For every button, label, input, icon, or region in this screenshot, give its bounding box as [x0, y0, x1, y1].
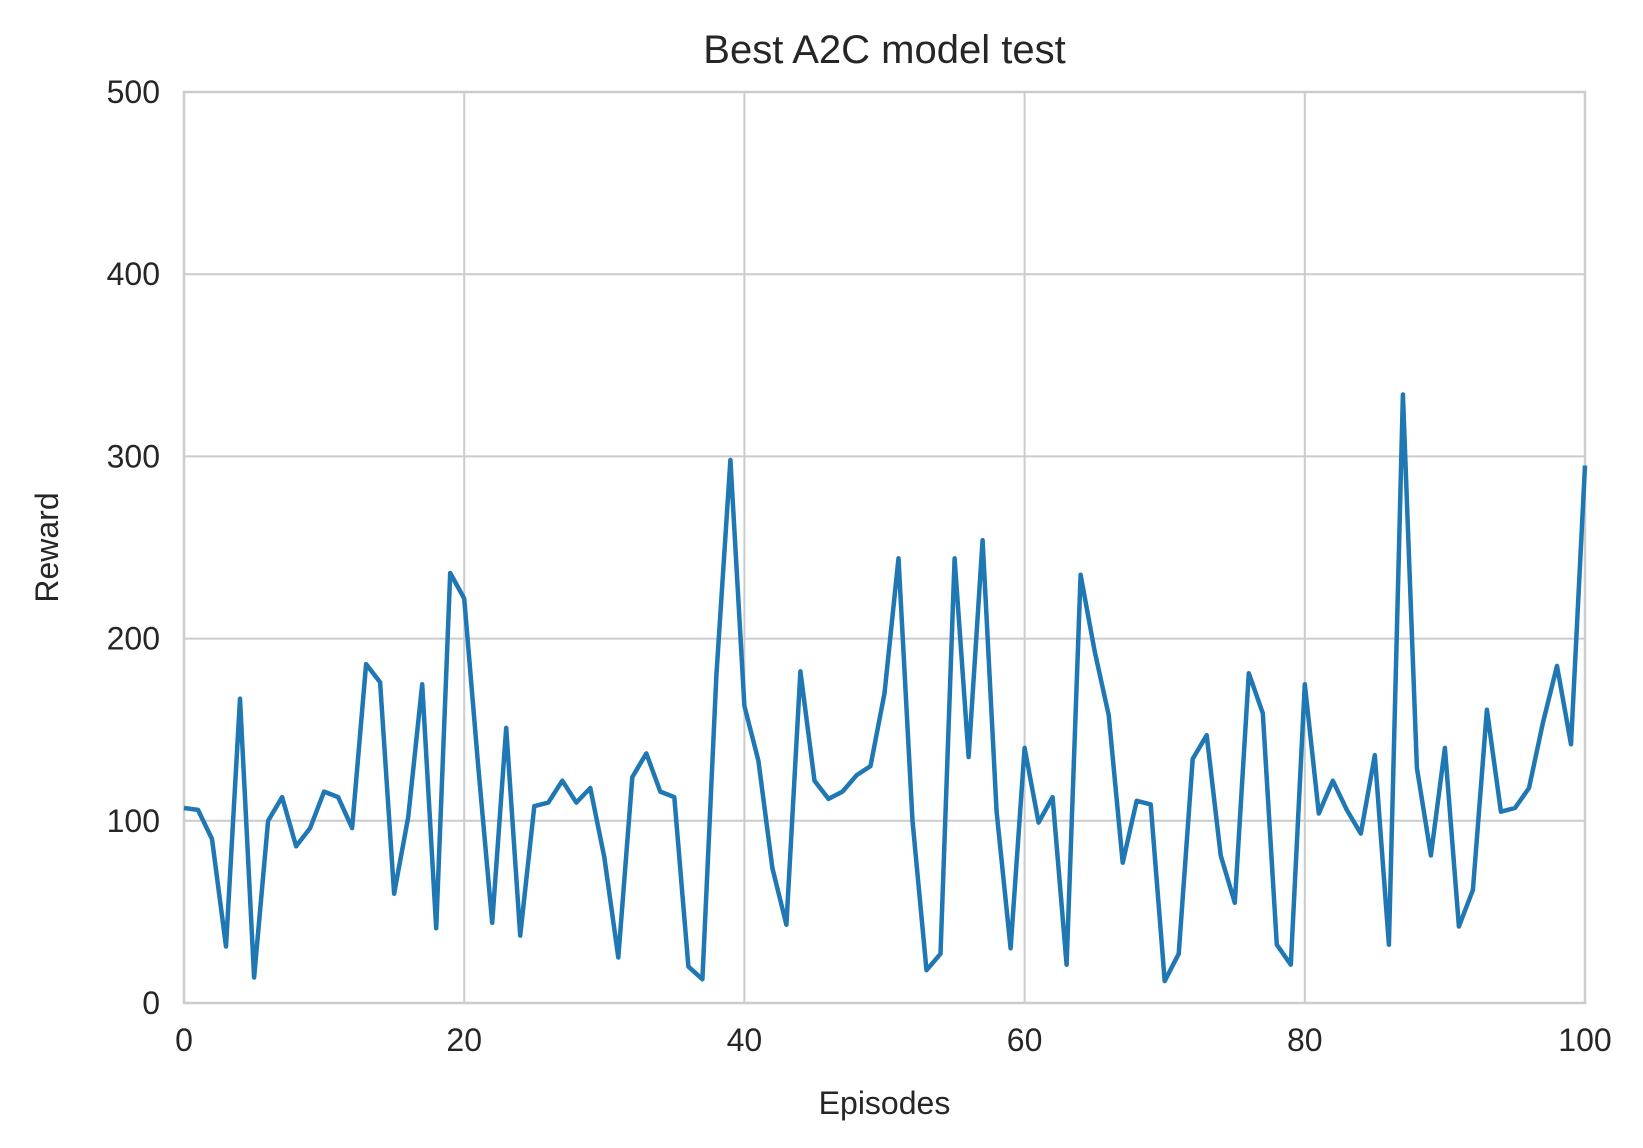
x-tick-label: 80 — [1287, 1022, 1323, 1058]
x-tick-label: 20 — [446, 1022, 482, 1058]
x-axis-label: Episodes — [819, 1085, 951, 1121]
x-tick-label: 60 — [1007, 1022, 1043, 1058]
y-tick-label: 200 — [107, 621, 160, 657]
x-tick-label: 100 — [1558, 1022, 1611, 1058]
y-tick-label: 100 — [107, 803, 160, 839]
x-tick-label: 40 — [727, 1022, 763, 1058]
chart-title: Best A2C model test — [703, 28, 1065, 72]
series-layer — [183, 392, 1588, 984]
tick-labels: 0 20 40 60 80 100 0 100 200 300 400 500 — [107, 74, 1612, 1058]
y-tick-label: 500 — [107, 74, 160, 110]
y-tick-label: 0 — [142, 985, 160, 1021]
y-tick-label: 300 — [107, 438, 160, 474]
x-tick-label: 0 — [175, 1022, 193, 1058]
y-axis-label: Reward — [29, 492, 65, 602]
series-line — [183, 392, 1588, 984]
y-tick-label: 400 — [107, 256, 160, 292]
plot-frame — [182, 90, 1587, 1005]
